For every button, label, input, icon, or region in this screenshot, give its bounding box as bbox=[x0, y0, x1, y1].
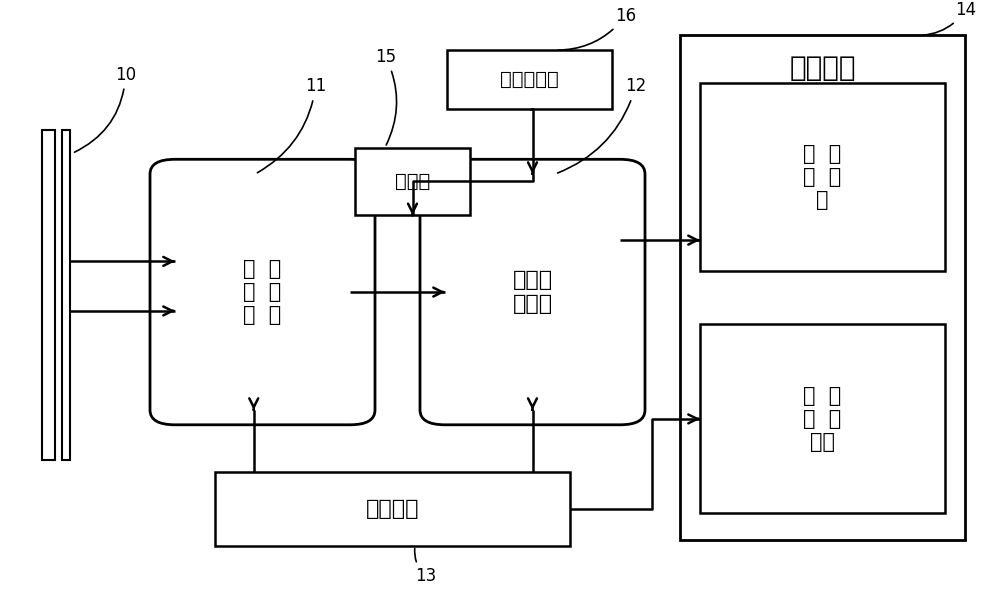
Text: 显示单元: 显示单元 bbox=[789, 54, 856, 82]
Text: 13: 13 bbox=[415, 549, 436, 585]
Text: 红外感应器: 红外感应器 bbox=[500, 70, 559, 89]
Bar bbox=[680, 35, 965, 540]
FancyBboxPatch shape bbox=[420, 159, 645, 425]
Text: 11: 11 bbox=[257, 77, 326, 173]
Text: 16: 16 bbox=[558, 6, 636, 50]
Text: 电源单元: 电源单元 bbox=[366, 499, 419, 519]
Text: 10: 10 bbox=[75, 65, 136, 152]
Bar bbox=[355, 148, 470, 215]
Bar bbox=[447, 50, 612, 109]
Bar bbox=[700, 83, 945, 271]
FancyBboxPatch shape bbox=[150, 159, 375, 425]
Text: 报  警
指  示
器: 报 警 指 示 器 bbox=[803, 144, 842, 210]
Bar bbox=[700, 324, 945, 513]
Text: 14: 14 bbox=[923, 1, 976, 35]
Bar bbox=[215, 472, 570, 546]
Text: 信  号
调  理
电  路: 信 号 调 理 电 路 bbox=[243, 259, 282, 325]
Bar bbox=[42, 130, 55, 460]
Text: 12: 12 bbox=[558, 77, 646, 173]
Bar bbox=[62, 130, 70, 460]
Text: 控制处
理单元: 控制处 理单元 bbox=[512, 270, 553, 314]
Text: 低  电
量  指
示器: 低 电 量 指 示器 bbox=[803, 386, 842, 452]
Text: 15: 15 bbox=[375, 48, 397, 145]
Text: 蜂鸣器: 蜂鸣器 bbox=[395, 172, 430, 191]
